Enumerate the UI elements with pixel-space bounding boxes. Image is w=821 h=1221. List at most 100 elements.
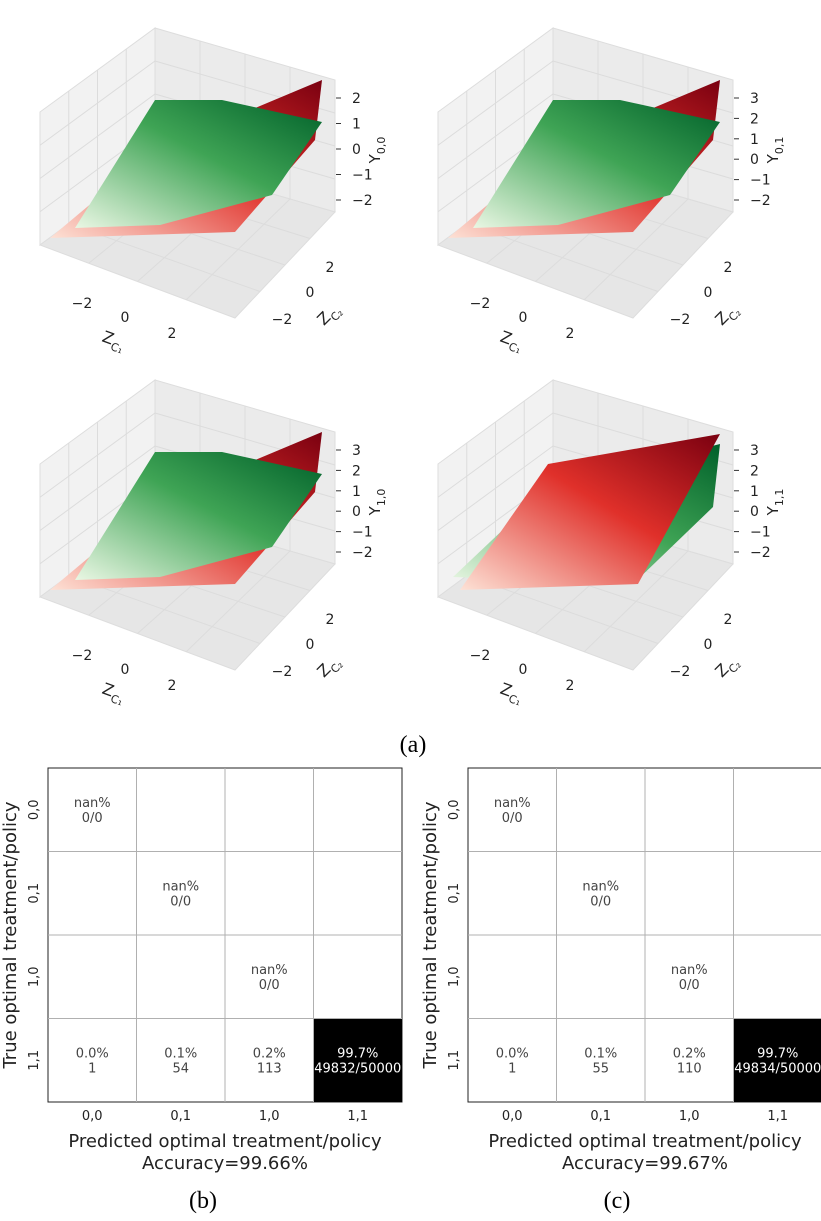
caption-b: (b) xyxy=(189,1188,217,1214)
z-tick-label: 1 xyxy=(352,484,361,500)
cell-pct: 0.2% xyxy=(673,1046,706,1061)
cell-pct: nan% xyxy=(671,963,708,978)
x-tick-label: 0,0 xyxy=(82,1109,103,1124)
cell-pct: 99.7% xyxy=(757,1046,798,1061)
x-tick-label: −2 xyxy=(470,296,491,312)
cell-pct: nan% xyxy=(494,796,531,811)
x-tick-label: −2 xyxy=(72,296,93,312)
y-tick-label: 1,0 xyxy=(447,966,462,987)
x-tick-label: 2 xyxy=(566,326,575,342)
y-tick-label: 0 xyxy=(306,637,315,653)
x-axis-label: Predicted optimal treatment/policy xyxy=(488,1131,802,1152)
y-axis-label: True optimal treatment/policy xyxy=(0,801,21,1069)
z-tick-label: 1 xyxy=(750,484,759,500)
gridline xyxy=(583,198,689,301)
x-tick-label: 0,0 xyxy=(502,1109,523,1124)
y-tick-label: −2 xyxy=(670,312,691,328)
y-tick-label: −2 xyxy=(272,664,293,680)
cell-count: 0/0 xyxy=(170,894,191,909)
z-tick-label: 1 xyxy=(352,117,361,133)
cell-pct: 0.0% xyxy=(496,1046,529,1061)
cell-count: 113 xyxy=(257,1061,282,1076)
x-tick-label: 1,0 xyxy=(259,1109,280,1124)
y-axis-label: ZC₂ xyxy=(711,651,744,684)
z-tick-label: 2 xyxy=(352,463,361,479)
surface-green xyxy=(75,100,322,228)
x-tick-label: 1,1 xyxy=(767,1109,788,1124)
z-tick-label: 3 xyxy=(750,91,759,107)
y-tick-label: 2 xyxy=(326,260,335,276)
z-tick-label: −2 xyxy=(352,193,373,209)
z-tick-label: 2 xyxy=(352,91,361,107)
cell-count: 0/0 xyxy=(590,894,611,909)
cell-pct: 0.2% xyxy=(253,1046,286,1061)
cell-pct: 0.1% xyxy=(584,1046,617,1061)
cell-count: 1 xyxy=(88,1061,96,1076)
gridline xyxy=(437,445,554,531)
y-axis-label: ZC₂ xyxy=(313,299,346,332)
cell-count: 55 xyxy=(592,1061,609,1076)
cell-count: 0/0 xyxy=(679,978,700,993)
x-tick-label: 0 xyxy=(519,662,528,678)
cell-pct: 0.1% xyxy=(164,1046,197,1061)
cell-pct: 99.7% xyxy=(337,1046,378,1061)
x-tick-label: 2 xyxy=(168,678,177,694)
z-axis-label: Y1,0 xyxy=(366,489,388,517)
y-tick-label: 0,1 xyxy=(447,883,462,904)
y-tick-label: 0 xyxy=(704,285,713,301)
caption-a: (a) xyxy=(400,732,427,758)
z-tick-label: −2 xyxy=(352,545,373,561)
y-tick-label: 0 xyxy=(704,637,713,653)
accuracy-label: Accuracy=99.67% xyxy=(562,1153,728,1174)
cell-count: 0/0 xyxy=(502,811,523,826)
z-tick-label: −1 xyxy=(750,525,771,541)
x-tick-label: 1,1 xyxy=(347,1109,368,1124)
z-axis-label: Y0,0 xyxy=(366,137,388,165)
z-tick-label: 0 xyxy=(750,152,759,168)
z-tick-label: −1 xyxy=(352,525,373,541)
surface-red xyxy=(460,434,720,590)
z-tick-label: −2 xyxy=(750,545,771,561)
caption-c: (c) xyxy=(604,1188,631,1214)
accuracy-label: Accuracy=99.66% xyxy=(142,1153,308,1174)
y-tick-label: 1,1 xyxy=(27,1050,42,1071)
z-tick-label: 0 xyxy=(352,142,361,158)
z-tick-label: −1 xyxy=(352,168,373,184)
x-axis-label: Predicted optimal treatment/policy xyxy=(68,1131,382,1152)
gridline xyxy=(185,198,291,301)
x-tick-label: 2 xyxy=(566,678,575,694)
y-tick-label: 0,0 xyxy=(27,799,42,820)
z-tick-label: 0 xyxy=(750,504,759,520)
z-tick-label: 1 xyxy=(750,132,759,148)
x-tick-label: 0 xyxy=(519,310,528,326)
z-tick-label: 0 xyxy=(352,504,361,520)
x-axis-label: ZC₁ xyxy=(496,327,526,357)
z-axis-label: Y0,1 xyxy=(764,137,786,165)
y-tick-label: 1,0 xyxy=(27,966,42,987)
cell-count: 49834/50000 xyxy=(734,1061,821,1076)
x-tick-label: 0 xyxy=(121,662,130,678)
gridline xyxy=(185,550,291,653)
gridline xyxy=(437,93,554,179)
x-tick-label: 1,0 xyxy=(679,1109,700,1124)
y-axis-label: True optimal treatment/policy xyxy=(420,801,441,1069)
gridline xyxy=(39,445,156,531)
y-axis-label: ZC₂ xyxy=(711,299,744,332)
surface-green xyxy=(473,100,720,228)
cell-pct: nan% xyxy=(162,879,199,894)
cell-count: 110 xyxy=(677,1061,702,1076)
surface-green xyxy=(75,452,322,580)
cell-pct: nan% xyxy=(74,796,111,811)
z-tick-label: −1 xyxy=(750,173,771,189)
y-tick-label: 0,0 xyxy=(447,799,462,820)
z-tick-label: −2 xyxy=(750,193,771,209)
x-tick-label: 0,1 xyxy=(590,1109,611,1124)
cell-count: 0/0 xyxy=(259,978,280,993)
y-tick-label: 2 xyxy=(724,612,733,628)
confusion-matrix-c: nan%0/0nan%0/0nan%0/00.0%10.1%550.2%1109… xyxy=(420,767,821,1174)
